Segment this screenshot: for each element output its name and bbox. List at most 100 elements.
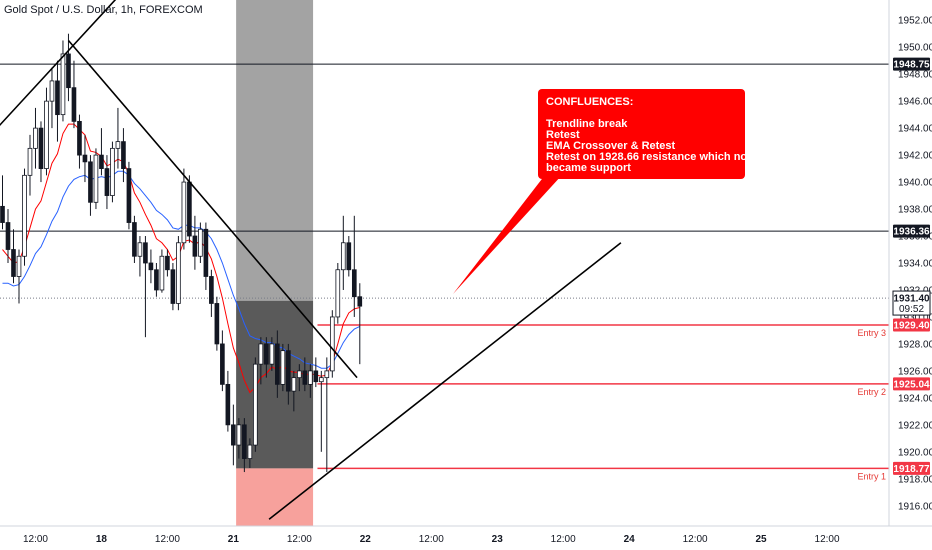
current-price-tag-bg [892, 290, 931, 316]
candle [22, 168, 27, 266]
candle [44, 87, 49, 176]
candle [0, 175, 5, 230]
candle [242, 418, 247, 473]
candle [297, 364, 302, 392]
candle [66, 33, 71, 102]
y-tick-label: 1940.00 [898, 178, 932, 189]
candle-body [27, 147, 33, 176]
time-axis[interactable]: 12:00 18 12:00 21 12:00 22 12:00 23 12:00 24 12:00… [23, 534, 840, 545]
candle [214, 296, 220, 351]
y-tick-label: 1920.00 [898, 447, 932, 458]
candle-body [220, 343, 225, 385]
candle-body [335, 269, 341, 318]
candle [99, 128, 104, 176]
y-tick-label: 1916.00 [898, 501, 932, 512]
annotation-line: EMA Crossover & Retest [546, 140, 676, 152]
candle-body [176, 242, 181, 304]
candle [165, 249, 170, 277]
candle [126, 161, 132, 230]
candle-body [302, 370, 308, 385]
candle-body [55, 80, 60, 116]
candle-body [357, 296, 363, 307]
candle [176, 236, 181, 311]
candle-body [192, 235, 198, 257]
candle-body [159, 255, 165, 291]
annotation-line: Retest [546, 129, 580, 141]
candle-body [44, 100, 49, 169]
price-tag-resistance-1948: 1948.75 [893, 60, 930, 71]
price-axis[interactable]: 1916.00 1918.00 1920.00 1922.00 1924.00 1926.… [898, 16, 932, 513]
x-tick-label: 12:00 [155, 534, 180, 545]
candle-body [49, 80, 55, 102]
candle-body [275, 343, 280, 385]
candle-body [77, 120, 82, 156]
candle-body [110, 147, 115, 196]
x-tick-label: 24 [624, 534, 636, 545]
annotation-pointer [453, 175, 562, 294]
price-tag-entry-3: 1929.40 [893, 321, 930, 332]
candle [38, 121, 44, 183]
x-tick-label: 12:00 [683, 534, 708, 545]
annotation-box [538, 89, 745, 179]
falling-trendline [67, 39, 358, 379]
candle-body [214, 303, 220, 345]
candle [16, 249, 22, 304]
candle [346, 236, 352, 277]
annotation-line: CONFLUENCES: [546, 96, 633, 108]
y-tick-label: 1930.00 [898, 312, 932, 323]
candles [0, 33, 363, 473]
x-tick-label: 12:00 [287, 534, 312, 545]
candle [121, 128, 126, 183]
annotation-line: Trendline break [546, 118, 628, 130]
candle-body [66, 53, 71, 89]
candle [357, 283, 363, 365]
price-tag-bg-entry-3 [893, 318, 930, 332]
candle [247, 438, 253, 469]
candle [264, 337, 269, 378]
candle-body [104, 168, 110, 196]
candle [231, 404, 236, 466]
candle [220, 330, 225, 392]
candle [170, 263, 176, 311]
y-tick-label: 1952.00 [898, 16, 932, 27]
x-tick-label: 22 [360, 534, 372, 545]
candle-body [313, 370, 319, 383]
price-tag-bg-entry-1 [893, 461, 930, 475]
candle-body [60, 53, 66, 116]
x-tick-label: 12:00 [815, 534, 840, 545]
candle [27, 134, 33, 196]
candle [11, 229, 16, 284]
candle-body [236, 424, 242, 446]
candle [253, 357, 258, 452]
candle [192, 215, 198, 270]
candle [318, 370, 324, 452]
candle [60, 40, 66, 122]
candle-body [148, 262, 154, 271]
y-tick-label: 1934.00 [898, 259, 932, 270]
candle-body [264, 343, 269, 365]
price-tag-entry-2: 1925.04 [893, 379, 930, 390]
candle-body [154, 269, 159, 291]
rising-trendline-left [0, 0, 117, 127]
candle-body [247, 444, 253, 459]
candle-body [291, 377, 297, 392]
candle [198, 222, 203, 263]
x-tick-label: 12:00 [23, 534, 48, 545]
candle-body [225, 383, 231, 426]
candle-body [11, 249, 16, 277]
candle [313, 357, 319, 388]
candle [275, 330, 280, 398]
candle-body [324, 370, 330, 379]
candle-body [351, 269, 357, 298]
candle [77, 114, 82, 169]
y-tick-label: 1946.00 [898, 97, 932, 108]
candle [280, 343, 286, 392]
candle-body [33, 127, 38, 149]
candle [143, 236, 148, 338]
candle [308, 364, 313, 398]
price-tag-bg-level-1936 [893, 224, 930, 238]
candle [340, 215, 346, 290]
candle-body [88, 161, 93, 203]
candle-body [280, 350, 286, 385]
